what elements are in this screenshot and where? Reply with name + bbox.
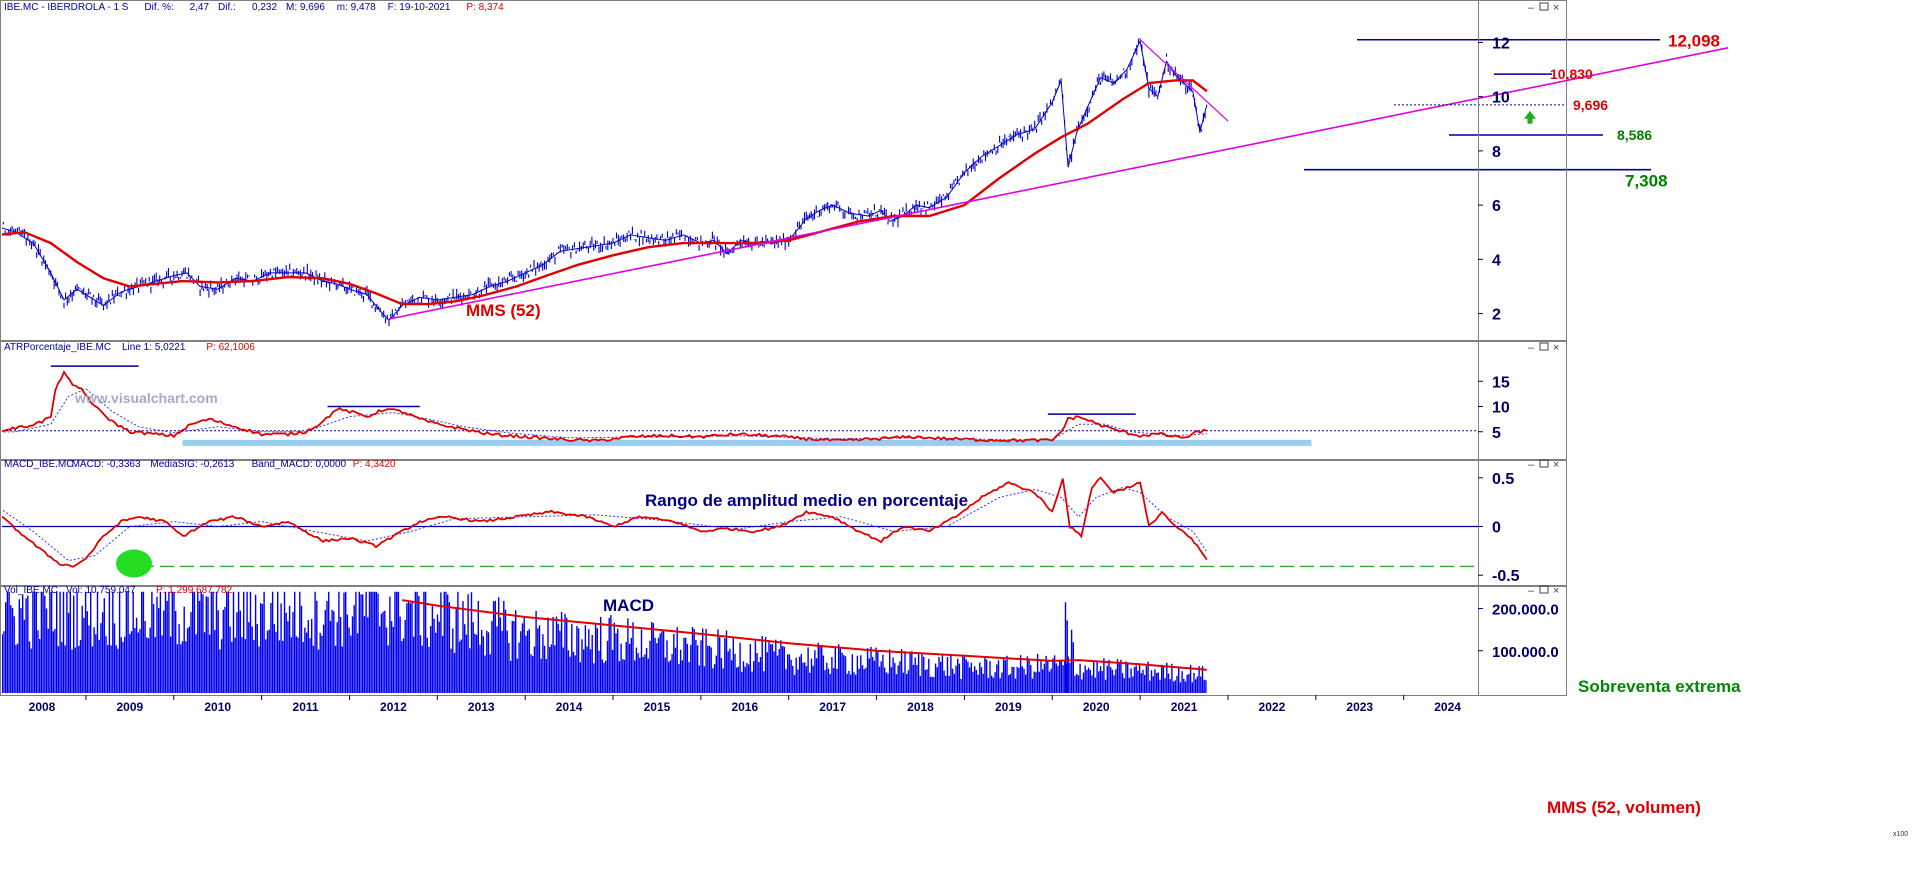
price-header-item: IBE.MC - IBERDROLA - 1 S (4, 2, 129, 13)
close-icon: × (1553, 585, 1559, 597)
price-line (2, 39, 1208, 322)
atr-title: Rango de amplitud medio en porcentaje (645, 491, 968, 510)
macd-title: MACD (603, 596, 654, 615)
macd-header-item: Band_MACD: 0,0000 (252, 459, 347, 470)
y-tick-label: 200.000.0 (1492, 602, 1559, 619)
y-tick-label: 15 (1492, 374, 1510, 391)
price-header-item: Dif.: (218, 2, 236, 13)
x-tick-label: 2022 (1259, 700, 1286, 714)
x-tick-label: 2012 (380, 700, 407, 714)
volume-header-item: Vol_IBE.MC (4, 585, 58, 596)
price-header-item: m: 9,478 (337, 2, 376, 13)
x-tick-label: 2021 (1171, 700, 1198, 714)
price-header-item: Dif. %: (144, 2, 173, 13)
x-tick-label: 2017 (819, 700, 846, 714)
level-label-10830: 10,830 (1550, 66, 1593, 82)
arrow-up-icon (1524, 110, 1536, 124)
maximize-icon (1539, 2, 1549, 11)
volume-header-item: Vol: 10.759.047 (66, 585, 136, 596)
level-label-12098: 12,098 (1668, 32, 1720, 51)
oversold-label: Sobreventa extrema (1578, 677, 1741, 696)
volume-mms-line (402, 599, 1207, 671)
x-tick-label: 2014 (556, 700, 583, 714)
close-icon: × (1553, 2, 1559, 14)
y-tick-label: 4 (1492, 252, 1501, 269)
macd-header-item: MACD_IBE.MC (4, 459, 73, 470)
atr-header-item: ATRPorcentaje_IBE.MC (4, 342, 111, 353)
price-header-item: P: 8,374 (466, 2, 504, 13)
x-tick-label: 2011 (293, 700, 319, 714)
x-tick-label: 2016 (731, 700, 758, 714)
x-tick-label: 2009 (116, 700, 143, 714)
maximize-icon (1539, 585, 1549, 594)
pane-frame (0, 0, 1567, 341)
atr-header-item: Line 1: 5,0221 (122, 342, 186, 353)
trendline-support (388, 47, 1729, 320)
maximize-icon (1539, 342, 1549, 351)
pane-frame (0, 341, 1567, 460)
price-header-item: F: 19-10-2021 (388, 2, 451, 13)
y-tick-label: 100.000.0 (1492, 644, 1559, 661)
maximize-icon (1539, 459, 1549, 468)
y-tick-label: 12 (1492, 35, 1510, 52)
volume-bars (2, 591, 1207, 693)
level-label-8586: 8,586 (1617, 127, 1652, 143)
x-tick-label: 2020 (1083, 700, 1110, 714)
volume-scale-label: x100 (1893, 831, 1908, 838)
minimize-icon: – (1528, 459, 1535, 471)
trendline-resistance (1139, 39, 1229, 122)
pane-frame (0, 460, 1567, 586)
macd-header-item: MediaSIG: -0,2613 (150, 459, 234, 470)
price-header-item: 0,232 (252, 2, 277, 13)
y-tick-label: 10 (1492, 90, 1510, 107)
x-tick-label: 2010 (204, 700, 231, 714)
close-icon: × (1553, 342, 1559, 354)
y-tick-label: 0 (1492, 520, 1501, 537)
minimize-icon: – (1528, 342, 1535, 354)
x-tick-label: 2018 (907, 700, 934, 714)
watermark: www.visualchart.com (74, 390, 218, 406)
x-tick-label: 2015 (644, 700, 671, 714)
minimize-icon: – (1528, 585, 1535, 597)
atr-header-item: P: 62,1006 (206, 342, 255, 353)
mms52-line (2, 79, 1208, 306)
price-header-item: 2,47 (190, 2, 210, 13)
level-label-9696: 9,696 (1573, 97, 1608, 113)
price-header-item: M: 9,696 (286, 2, 325, 13)
level-label-7308: 7,308 (1625, 172, 1668, 191)
atr-pane (2, 365, 1478, 446)
y-tick-label: 8 (1492, 144, 1501, 161)
atr-average-line (2, 388, 1207, 441)
y-tick-label: 0.5 (1492, 471, 1514, 488)
price-pane (2, 38, 1208, 327)
macd-header-item: P: 4,3420 (353, 459, 396, 470)
y-tick-label: 6 (1492, 198, 1501, 215)
macd-pane (2, 476, 1478, 578)
y-tick-label: 5 (1492, 425, 1501, 442)
x-tick-label: 2024 (1434, 700, 1461, 714)
macd-line (2, 476, 1208, 568)
macd-header-item: MACD: -0,3363 (72, 459, 141, 470)
y-tick-label: 10 (1492, 400, 1510, 417)
oversold-marker-2008 (116, 549, 152, 578)
x-tick-label: 2013 (468, 700, 495, 714)
mms52-label: MMS (52) (466, 301, 541, 320)
close-icon: × (1553, 459, 1559, 471)
volume-header-item: P: 1.299.687.782 (156, 585, 233, 596)
y-tick-label: -0.5 (1492, 568, 1520, 585)
atr-line (2, 370, 1208, 443)
volume-mms-label: MMS (52, volumen) (1547, 798, 1701, 817)
x-tick-label: 2008 (29, 700, 56, 714)
y-tick-label: 2 (1492, 307, 1501, 324)
x-tick-label: 2019 (995, 700, 1022, 714)
volume-pane (2, 591, 1207, 693)
x-tick-label: 2023 (1346, 700, 1373, 714)
minimize-icon: – (1528, 2, 1535, 14)
